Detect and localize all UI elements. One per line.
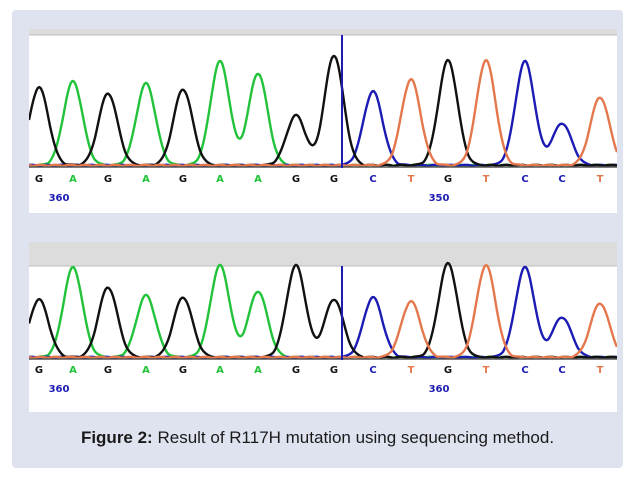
chromatogram-top-plot: G A G A G A A G G C T G T C C T 360 350 <box>29 29 617 204</box>
figure-caption: Figure 2: Result of R117H mutation using… <box>0 428 635 448</box>
base-call-letter: A <box>142 174 150 185</box>
base-call-letter: A <box>142 365 150 376</box>
trace-T <box>29 263 617 360</box>
base-call-letter: G <box>179 174 187 185</box>
base-call-letter: A <box>216 365 224 376</box>
base-call-letter: C <box>558 174 565 185</box>
base-call-letter: A <box>254 365 262 376</box>
header-bar <box>29 29 617 35</box>
position-label: 360 <box>429 384 450 395</box>
base-call-letter: A <box>69 365 77 376</box>
header-bar <box>29 242 617 266</box>
position-label: 350 <box>429 193 450 204</box>
base-call-letter: C <box>369 174 376 185</box>
base-call-letter: C <box>521 174 528 185</box>
base-call-letter: T <box>483 365 490 376</box>
position-label: 360 <box>49 384 70 395</box>
chromatogram-bottom: G A G A G A A G G C T G T C C T 360 360 <box>29 242 617 412</box>
chromatogram-bottom-plot: G A G A G A A G G C T G T C C T 360 360 <box>29 242 617 395</box>
base-call-letter: G <box>104 174 112 185</box>
base-call-letter: G <box>292 174 300 185</box>
caption-label: Figure 2: <box>80 428 153 447</box>
base-call-letter: C <box>558 365 565 376</box>
position-label: 360 <box>49 193 70 204</box>
base-call-letter: G <box>330 174 338 185</box>
base-call-letter: G <box>444 174 452 185</box>
base-call-letter: G <box>104 365 112 376</box>
base-call-letter: T <box>597 365 604 376</box>
base-call-letter: A <box>69 174 77 185</box>
chromatogram-top: G A G A G A A G G C T G T C C T 360 350 <box>29 29 617 213</box>
base-call-letter: G <box>444 365 452 376</box>
base-call-letter: T <box>597 174 604 185</box>
base-call-letter: T <box>408 174 415 185</box>
base-call-letter: G <box>330 365 338 376</box>
base-call-letter: G <box>179 365 187 376</box>
caption-text: Result of R117H mutation using sequencin… <box>152 428 555 447</box>
base-call-letter: C <box>369 365 376 376</box>
base-call-letter: T <box>408 365 415 376</box>
base-call-letter: C <box>521 365 528 376</box>
base-call-letter: G <box>35 174 43 185</box>
base-call-letter: G <box>35 365 43 376</box>
base-call-letter: A <box>216 174 224 185</box>
base-call-letter: G <box>292 365 300 376</box>
base-call-letter: T <box>483 174 490 185</box>
trace-T <box>29 58 617 168</box>
base-call-letter: A <box>254 174 262 185</box>
